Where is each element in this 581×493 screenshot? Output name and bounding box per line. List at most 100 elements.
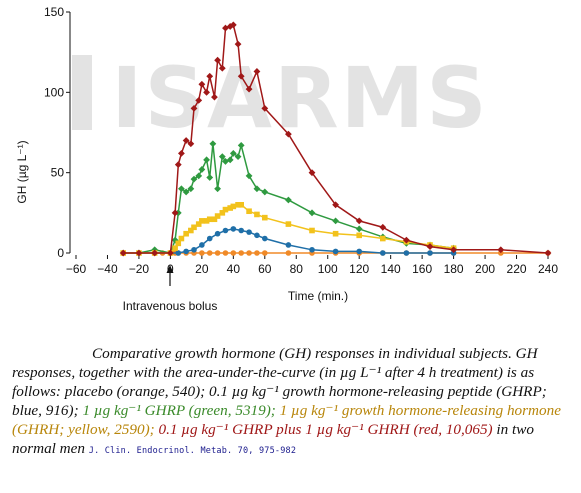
- series-4: [119, 21, 552, 257]
- data-point: [222, 24, 229, 32]
- data-point: [214, 230, 221, 237]
- data-point: [191, 224, 197, 231]
- data-point: [187, 185, 195, 193]
- x-tick-label: 180: [444, 262, 464, 276]
- data-point: [254, 211, 260, 218]
- x-tick-label: 20: [195, 262, 209, 276]
- data-point: [227, 205, 233, 211]
- data-point: [308, 209, 316, 217]
- data-point: [285, 196, 292, 204]
- x-tick-label: 160: [412, 262, 432, 276]
- data-point: [355, 225, 363, 233]
- data-point: [214, 213, 221, 219]
- data-point: [211, 93, 218, 101]
- y-tick-label: 150: [44, 5, 64, 19]
- data-point: [356, 232, 362, 239]
- data-point: [332, 248, 339, 255]
- data-point: [206, 235, 213, 242]
- data-point: [199, 250, 205, 256]
- data-point: [188, 227, 194, 234]
- data-point: [175, 240, 182, 247]
- data-point: [199, 218, 205, 224]
- data-point: [206, 216, 213, 223]
- data-point: [190, 105, 198, 112]
- data-point: [178, 185, 185, 193]
- data-point: [167, 249, 174, 257]
- data-point: [254, 232, 260, 239]
- data-point: [172, 245, 178, 251]
- data-point: [230, 250, 237, 256]
- data-point: [218, 64, 226, 72]
- data-point: [151, 249, 159, 257]
- x-tick-label: −40: [97, 262, 118, 276]
- data-point: [253, 185, 261, 193]
- data-point: [332, 201, 339, 209]
- data-point: [203, 218, 210, 224]
- data-point: [234, 40, 242, 48]
- data-point: [308, 169, 316, 177]
- series-layer: [119, 21, 552, 257]
- data-point: [230, 226, 237, 232]
- data-point: [203, 156, 210, 164]
- data-point: [245, 172, 253, 180]
- data-point: [497, 246, 505, 254]
- data-point: [190, 175, 198, 183]
- data-point: [403, 236, 410, 244]
- data-point: [229, 21, 237, 29]
- data-point: [226, 23, 234, 30]
- data-point: [214, 250, 221, 256]
- data-point: [237, 72, 245, 80]
- x-tick-label: 220: [507, 262, 527, 276]
- data-point: [195, 96, 203, 104]
- data-point: [219, 210, 226, 216]
- data-point: [183, 230, 189, 237]
- data-point: [261, 188, 269, 196]
- data-point: [183, 248, 189, 255]
- data-point: [222, 227, 229, 234]
- bolus-arrow: [166, 265, 174, 286]
- data-point: [309, 227, 315, 234]
- data-point: [245, 85, 253, 93]
- data-point: [355, 217, 363, 225]
- caption-red: 0.1 µg kg⁻¹ GHRP plus 1 µg kg⁻¹ GHRH (re…: [158, 421, 493, 438]
- data-point: [222, 206, 229, 213]
- data-point: [203, 88, 210, 96]
- data-point: [182, 188, 190, 196]
- data-point: [222, 158, 229, 165]
- data-point: [332, 230, 339, 237]
- x-tick-label: 100: [318, 262, 338, 276]
- data-point: [198, 80, 206, 88]
- data-point: [174, 161, 182, 169]
- data-point: [403, 250, 410, 256]
- x-tick-label: 120: [349, 262, 369, 276]
- data-point: [285, 242, 292, 248]
- x-tick-label: 140: [381, 262, 401, 276]
- data-point: [206, 250, 213, 256]
- data-point: [246, 229, 252, 235]
- data-point: [195, 172, 203, 180]
- watermark-logo: ISARMS: [72, 49, 487, 147]
- caption-yellow: 1 µg kg⁻¹ growth hormone-releasing hormo…: [12, 402, 561, 438]
- data-point: [253, 68, 261, 75]
- data-point: [214, 185, 221, 193]
- data-point: [209, 140, 217, 148]
- data-point: [178, 149, 185, 157]
- data-point: [254, 250, 260, 256]
- bolus-annotation: Intravenous bolus: [123, 299, 218, 313]
- data-point: [261, 105, 269, 112]
- data-point: [195, 221, 202, 227]
- figure-caption: Comparative growth hormone (GH) response…: [12, 344, 574, 461]
- y-tick-label: 0: [57, 246, 64, 260]
- data-point: [285, 221, 292, 227]
- x-axis-label: Time (min.): [288, 289, 348, 303]
- data-point: [380, 235, 386, 242]
- data-point: [135, 249, 143, 257]
- y-tick-label: 50: [51, 166, 65, 180]
- y-tick-label: 100: [44, 85, 64, 99]
- x-tick-label: 60: [258, 262, 272, 276]
- data-point: [171, 236, 179, 244]
- x-tick-label: −60: [66, 262, 87, 276]
- data-point: [191, 246, 197, 253]
- data-point: [182, 137, 190, 144]
- data-point: [426, 243, 434, 250]
